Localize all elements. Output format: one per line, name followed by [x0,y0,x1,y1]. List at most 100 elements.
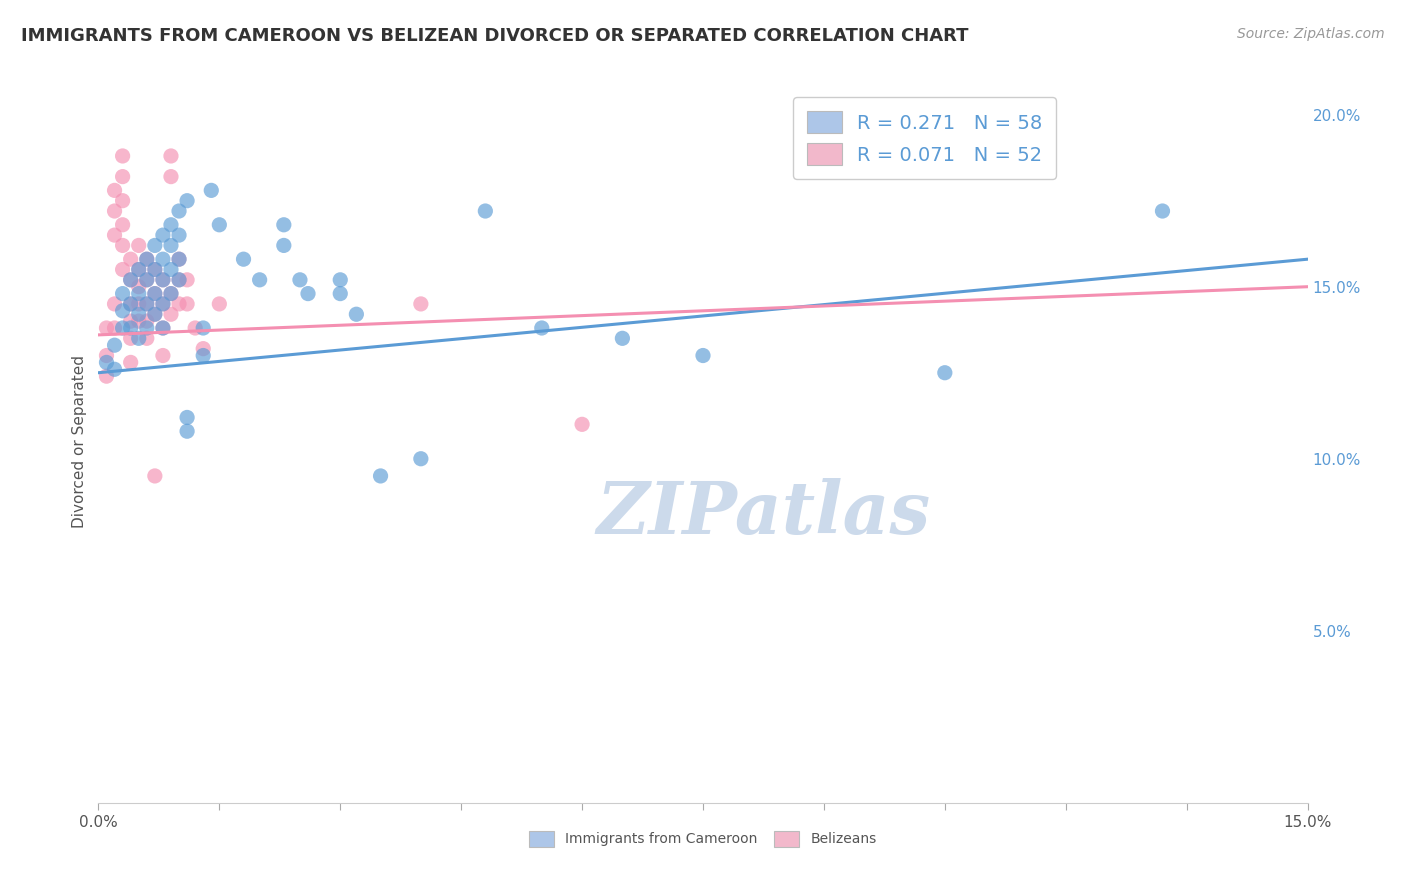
Point [103,321,125,335]
Point [249,273,271,287]
Point [128,314,150,328]
Point [143,469,166,483]
Point [128,286,150,301]
Point [135,297,157,311]
Point [193,321,215,335]
Point [160,169,183,184]
Point [167,228,190,243]
Point [143,307,166,321]
Point [143,262,166,277]
Point [135,252,157,267]
Point [128,262,150,277]
Point [167,252,190,267]
Point [152,228,174,243]
Point [167,273,190,287]
Text: Source: ZipAtlas.com: Source: ZipAtlas.com [1237,27,1385,41]
Point [184,321,207,335]
Point [152,297,174,311]
Point [128,331,150,345]
Point [143,286,166,301]
Point [111,194,134,208]
Point [160,218,183,232]
Point [167,204,190,219]
Text: ZIPatlas: ZIPatlas [596,478,931,549]
Point [135,321,157,335]
Point [96,321,118,335]
Point [128,307,150,321]
Point [409,297,432,311]
Point [273,218,295,232]
Point [160,149,183,163]
Point [143,307,166,321]
Point [120,273,142,287]
Point [344,307,367,321]
Point [273,238,295,252]
Point [200,183,222,197]
Point [135,273,157,287]
Point [208,297,231,311]
Point [288,273,311,287]
Point [370,469,392,483]
Point [96,369,118,384]
Point [103,338,125,352]
Point [167,252,190,267]
Point [135,331,157,345]
Point [143,262,166,277]
Legend: Immigrants from Cameroon, Belizeans: Immigrants from Cameroon, Belizeans [522,823,884,854]
Y-axis label: Divorced or Separated: Divorced or Separated [72,355,87,528]
Point [120,314,142,328]
Point [111,218,134,232]
Point [152,273,174,287]
Point [152,321,174,335]
Point [167,297,190,311]
Point [120,273,142,287]
Point [96,355,118,369]
Point [128,279,150,293]
Point [160,286,183,301]
Point [1152,204,1174,219]
Point [297,286,319,301]
Point [111,286,134,301]
Point [160,262,183,277]
Point [193,349,215,363]
Point [152,252,174,267]
Point [111,169,134,184]
Point [571,417,593,432]
Point [160,307,183,321]
Point [329,273,352,287]
Point [103,204,125,219]
Point [152,321,174,335]
Point [692,349,714,363]
Point [111,149,134,163]
Point [120,252,142,267]
Point [128,238,150,252]
Point [152,349,174,363]
Point [120,297,142,311]
Point [176,194,198,208]
Point [160,238,183,252]
Point [135,314,157,328]
Point [111,262,134,277]
Point [128,262,150,277]
Point [329,286,352,301]
Point [474,204,496,219]
Point [143,238,166,252]
Point [176,273,198,287]
Point [152,273,174,287]
Point [120,331,142,345]
Point [176,297,198,311]
Point [160,286,183,301]
Point [530,321,553,335]
Point [111,238,134,252]
Point [120,355,142,369]
Point [103,297,125,311]
Point [135,273,157,287]
Point [111,303,134,318]
Point [176,424,198,438]
Point [612,331,634,345]
Point [232,252,254,267]
Point [167,273,190,287]
Point [128,297,150,311]
Point [103,362,125,376]
Point [193,342,215,356]
